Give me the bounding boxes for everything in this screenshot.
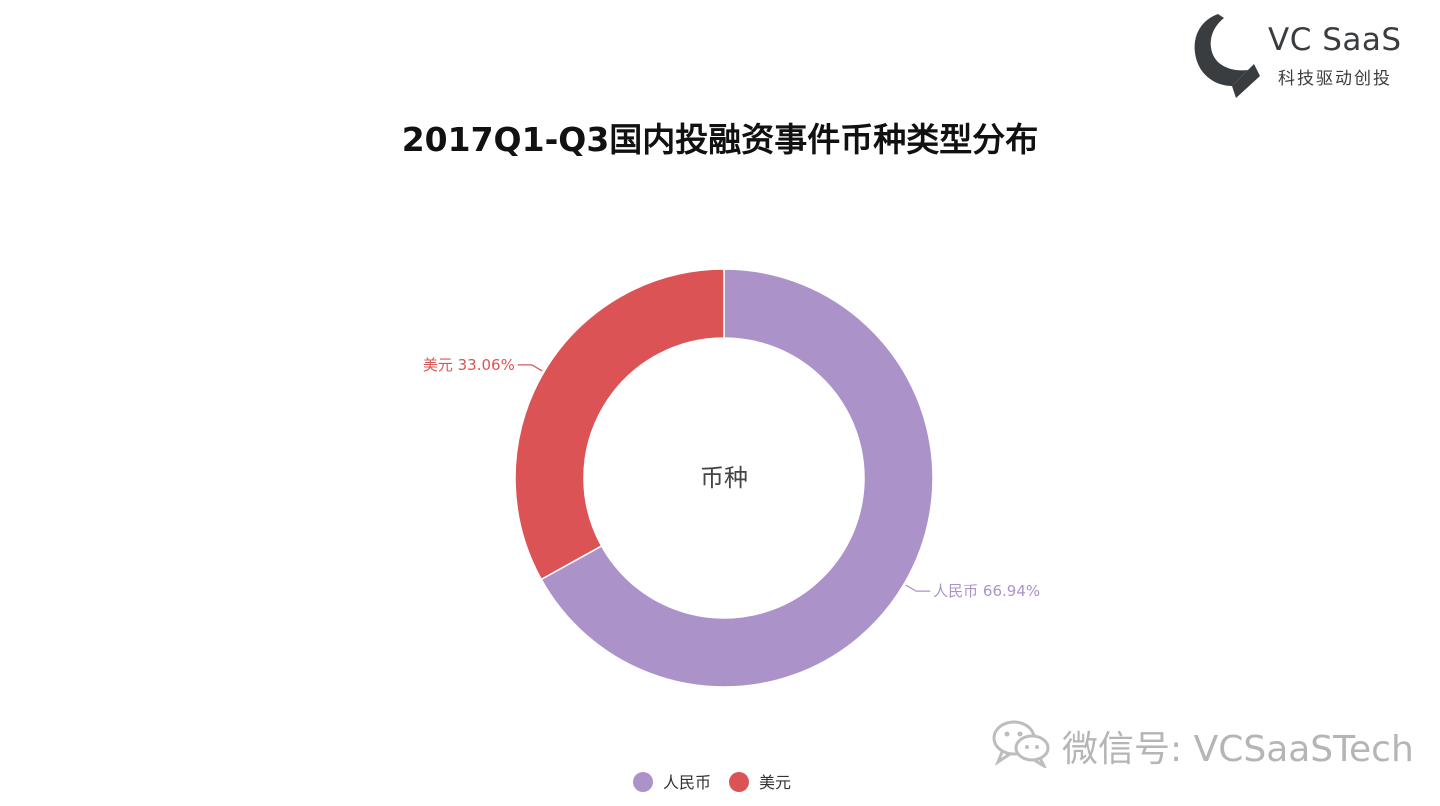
slice-label-2: 美元 33.06% [423,356,515,374]
donut-center-label: 币种 [700,464,748,492]
brand-logo: VC SaaS 科技驱动创投 [1188,12,1418,102]
wechat-icon [992,720,1050,770]
wechat-watermark: 微信号: VCSaaSTech [990,716,1414,772]
chart-title: 2017Q1-Q3国内投融资事件币种类型分布 [401,120,1039,159]
slice-1[interactable] [540,268,934,688]
leader-lines-group [517,364,931,592]
slice-2[interactable] [514,268,725,581]
brand-tagline: 科技驱动创投 [1278,69,1392,89]
slice-label-1: 人民币 66.94% [933,582,1040,600]
legend-label-2[interactable]: 美元 [759,773,791,792]
leader-line-1 [905,584,931,592]
leader-line-2 [517,364,543,372]
brand-name: VC SaaS [1268,22,1402,58]
slice-labels-group: 人民币 66.94% 美元 33.06% [423,356,1040,600]
slices-group [514,268,934,688]
legend-marker-2[interactable] [729,772,749,792]
brand-logo-mark [1194,14,1260,98]
legend: 人民币 美元 [633,772,791,792]
watermark-text: 微信号: VCSaaSTech [1062,729,1414,770]
legend-marker-1[interactable] [633,772,653,792]
legend-label-1[interactable]: 人民币 [663,773,711,792]
